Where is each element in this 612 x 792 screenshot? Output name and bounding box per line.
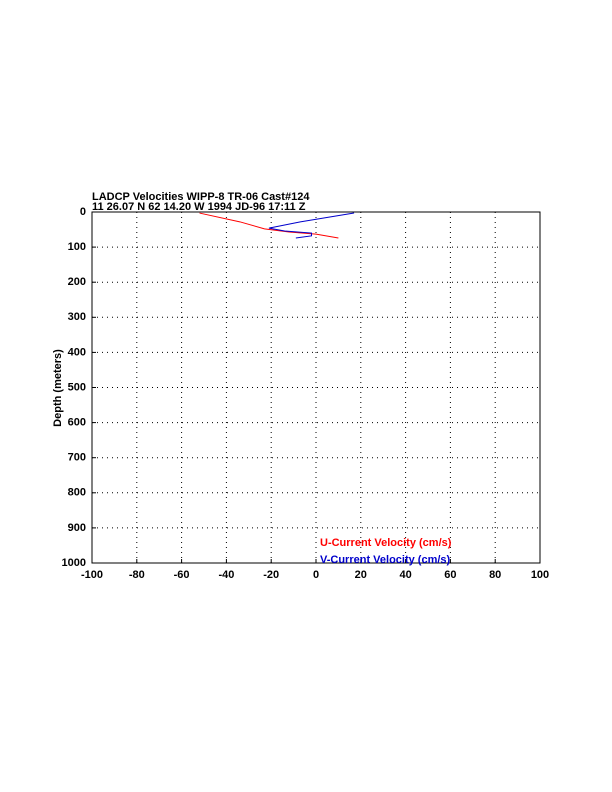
y-tick-label: 800 (68, 487, 86, 499)
legend-entry: U-Current Velocity (cm/s) (320, 537, 452, 549)
x-tick-label: -20 (263, 569, 279, 581)
x-tick-label: -60 (174, 569, 190, 581)
data-line (199, 212, 339, 239)
x-tick-label: 60 (444, 569, 456, 581)
y-tick-label: 900 (68, 522, 86, 534)
y-tick-label: 0 (80, 206, 86, 218)
x-tick-label: -80 (129, 569, 145, 581)
x-tick-label: -100 (81, 569, 103, 581)
y-tick-label: 500 (68, 381, 86, 393)
x-tick-label: 80 (489, 569, 501, 581)
y-tick-label: 100 (68, 241, 86, 253)
y-tick-label: 600 (68, 417, 86, 429)
data-line (268, 212, 355, 239)
chart-subtitle: 11 26.07 N 62 14.20 W 1994 JD-96 17:11 Z (92, 201, 306, 213)
x-tick-label: -40 (218, 569, 234, 581)
y-tick-label: 300 (68, 311, 86, 323)
x-tick-label: 20 (355, 569, 367, 581)
x-tick-label: 40 (399, 569, 411, 581)
y-axis-label: Depth (meters) (52, 349, 64, 427)
y-tick-label: 400 (68, 346, 86, 358)
y-tick-label: 700 (68, 452, 86, 464)
x-tick-label: 0 (313, 569, 319, 581)
legend-entry: V-Current Velocity (cm/s) (320, 554, 451, 566)
chart-title: LADCP Velocities WIPP-8 TR-06 Cast#124 (92, 191, 310, 203)
y-tick-label: 200 (68, 276, 86, 288)
y-tick-label: 1000 (62, 557, 86, 569)
x-tick-label: 100 (531, 569, 549, 581)
